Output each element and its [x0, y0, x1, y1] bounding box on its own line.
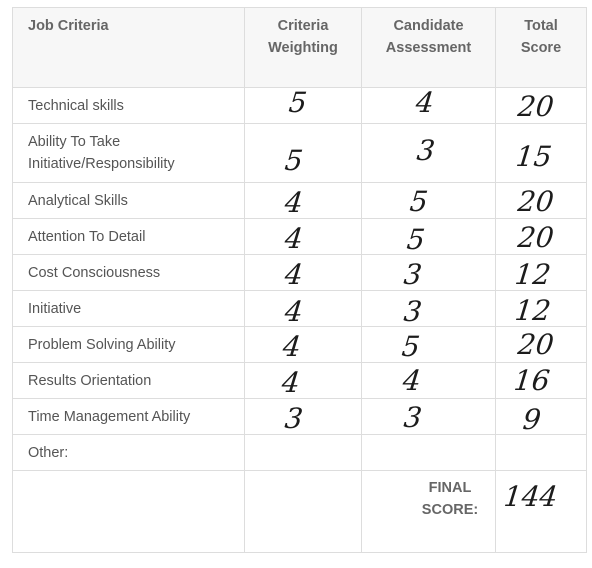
weighting-cell: 3	[244, 398, 362, 435]
total-cell: 20	[495, 218, 587, 255]
table-row: Problem Solving Ability 4 5 20	[12, 326, 587, 363]
table-header-row: Job Criteria Criteria Weighting Candidat…	[12, 7, 587, 88]
total-cell: 20	[495, 182, 587, 219]
final-empty-cell	[244, 470, 362, 553]
assessment-cell: 4	[361, 362, 496, 399]
table-row: Other:	[12, 434, 587, 471]
table-row: Cost Consciousness 4 3 12	[12, 254, 587, 291]
header-total-score: Total Score	[495, 7, 587, 88]
weighting-cell: 5	[244, 123, 362, 183]
total-value: 12	[513, 257, 553, 291]
job-criteria-scoring-table: Job Criteria Criteria Weighting Candidat…	[12, 7, 587, 553]
total-value: 20	[516, 184, 556, 218]
weighting-cell: 4	[244, 254, 362, 291]
header-candidate-assessment: Candidate Assessment	[361, 7, 496, 88]
total-value: 9	[521, 402, 543, 436]
header-criteria-weighting: Criteria Weighting	[244, 7, 362, 88]
assessment-cell: 5	[361, 182, 496, 219]
assessment-cell: 5	[361, 218, 496, 256]
weighting-value: 5	[287, 85, 309, 119]
assessment-cell	[361, 434, 496, 471]
header-candidate-assessment-text: Candidate Assessment	[385, 18, 472, 56]
weighting-value: 5	[283, 144, 305, 177]
weighting-value: 4	[283, 185, 305, 219]
table-row: Time Management Ability 3 3 9	[12, 398, 587, 436]
total-value: 15	[514, 140, 554, 173]
criteria-cell: Cost Consciousness	[12, 254, 245, 291]
criteria-cell: Results Orientation	[12, 362, 245, 399]
assessment-value: 3	[401, 257, 424, 291]
total-value: 20	[516, 89, 556, 123]
assessment-value: 4	[400, 363, 423, 397]
assessment-value: 3	[401, 400, 424, 434]
scoring-table-container: Job Criteria Criteria Weighting Candidat…	[12, 7, 587, 553]
table-row: Technical skills 5 4 20	[12, 85, 587, 124]
assessment-cell: 5	[361, 326, 496, 363]
final-score-row: FINAL SCORE: 144	[12, 470, 587, 553]
final-score-label-text: FINAL SCORE:	[421, 480, 479, 518]
assessment-value: 3	[414, 134, 437, 167]
table-row: Analytical Skills 4 5 20	[12, 182, 587, 219]
assessment-cell: 3	[361, 123, 496, 183]
weighting-cell: 4	[244, 182, 362, 219]
final-score-cell: 144	[495, 470, 587, 553]
weighting-cell: 4	[244, 290, 362, 328]
weighting-value: 4	[283, 294, 305, 328]
table-row: Initiative 4 3 12	[12, 290, 587, 328]
total-cell: 15	[495, 123, 587, 183]
criteria-cell: Analytical Skills	[12, 182, 245, 219]
criteria-cell: Attention To Detail	[12, 218, 245, 255]
weighting-value: 4	[280, 365, 302, 399]
total-cell: 12	[495, 290, 587, 327]
total-value: 16	[512, 363, 552, 397]
assessment-cell: 3	[361, 254, 496, 291]
total-value: 20	[516, 220, 556, 254]
header-criteria-weighting-text: Criteria Weighting	[268, 18, 338, 56]
assessment-value: 5	[404, 222, 427, 256]
total-cell: 20	[495, 87, 587, 124]
header-total-score-text: Total Score	[520, 18, 562, 56]
criteria-cell: Time Management Ability	[12, 398, 245, 435]
criteria-cell: Initiative	[12, 290, 245, 327]
total-cell: 12	[495, 254, 587, 291]
total-cell: 9	[495, 398, 587, 436]
table-row: Attention To Detail 4 5 20	[12, 218, 587, 256]
weighting-cell: 4	[244, 218, 362, 255]
weighting-cell	[244, 434, 362, 471]
weighting-value: 4	[283, 221, 305, 255]
total-value: 12	[513, 293, 553, 327]
assessment-value: 3	[401, 294, 424, 328]
final-score-label: FINAL SCORE:	[361, 470, 496, 553]
table-row: Results Orientation 4 4 16	[12, 362, 587, 399]
total-cell: 16	[495, 362, 587, 399]
header-job-criteria: Job Criteria	[12, 7, 245, 88]
criteria-cell: Technical skills	[12, 87, 245, 124]
assessment-value: 4	[413, 85, 436, 119]
criteria-cell: Other:	[12, 434, 245, 471]
criteria-cell: Problem Solving Ability	[12, 326, 245, 363]
weighting-cell: 5	[244, 85, 362, 124]
criteria-cell: Ability To Take Initiative/Responsibilit…	[12, 123, 245, 183]
weighting-value: 4	[281, 329, 303, 363]
weighting-cell: 4	[244, 362, 362, 399]
table-row: Ability To Take Initiative/Responsibilit…	[12, 123, 587, 183]
weighting-value: 3	[283, 401, 305, 435]
total-cell	[495, 434, 587, 471]
assessment-value: 5	[407, 184, 430, 218]
assessment-cell: 3	[361, 290, 496, 328]
assessment-value: 5	[399, 329, 422, 363]
total-value: 20	[516, 327, 556, 361]
weighting-value: 4	[283, 257, 305, 291]
final-score-value: 144	[502, 480, 560, 513]
assessment-cell: 3	[361, 398, 496, 435]
final-empty-cell	[12, 470, 245, 553]
total-cell: 20	[495, 326, 587, 363]
assessment-cell: 4	[361, 85, 496, 124]
weighting-cell: 4	[244, 326, 362, 363]
